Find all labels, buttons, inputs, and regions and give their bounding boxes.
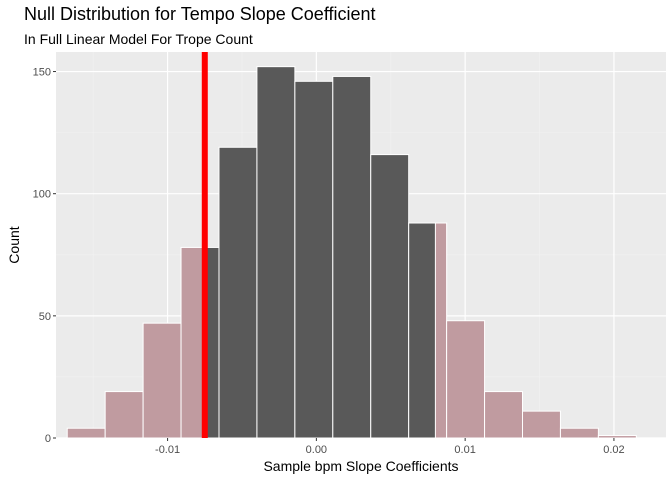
histogram-bar (66, 427, 106, 439)
histogram-bar (597, 435, 637, 439)
chart-title: Null Distribution for Tempo Slope Coeffi… (24, 4, 376, 24)
histogram-bar (332, 75, 372, 439)
y-tick-label: 0 (45, 433, 51, 445)
histogram-bar (294, 80, 334, 439)
histogram-bar (218, 146, 258, 439)
histogram-bar (446, 320, 486, 439)
histogram-bar (370, 154, 410, 439)
x-tick-label: -0.01 (155, 444, 180, 456)
x-axis: -0.01 0.00 0.01 0.02 (155, 438, 625, 456)
shaded-region-right (434, 222, 448, 439)
y-tick-label: 50 (39, 311, 51, 323)
x-tick-label: 0.01 (454, 444, 475, 456)
shaded-region-left (180, 246, 206, 439)
y-axis-title: Count (6, 226, 22, 263)
histogram-bars (66, 66, 637, 439)
chart-subtitle: In Full Linear Model For Trope Count (24, 31, 253, 47)
histogram-bar (559, 427, 599, 439)
histogram-bar (142, 322, 182, 439)
y-tick-label: 150 (33, 67, 51, 79)
histogram-bar (104, 391, 144, 439)
histogram-bar (256, 66, 296, 439)
y-axis: 0 50 100 150 (33, 67, 56, 445)
x-axis-title: Sample bpm Slope Coefficients (263, 458, 458, 474)
histogram-bar (484, 391, 524, 439)
x-tick-label: 0.02 (603, 444, 624, 456)
y-tick-label: 100 (33, 189, 51, 201)
histogram-bar (522, 410, 561, 439)
x-tick-label: 0.00 (306, 444, 327, 456)
